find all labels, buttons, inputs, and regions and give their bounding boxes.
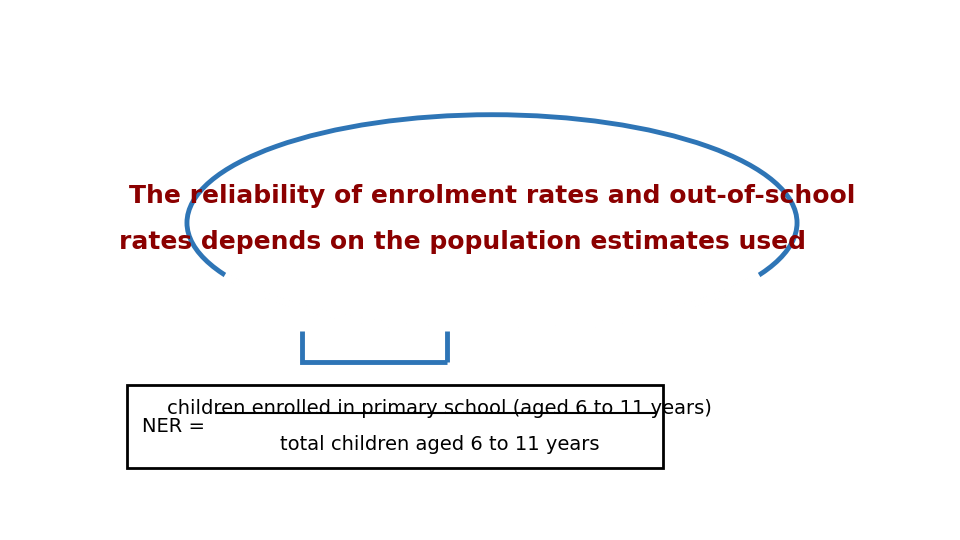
- Text: total children aged 6 to 11 years: total children aged 6 to 11 years: [280, 435, 600, 454]
- Text: The reliability of enrolment rates and out-of-school: The reliability of enrolment rates and o…: [129, 184, 855, 208]
- Text: children enrolled in primary school (aged 6 to 11 years): children enrolled in primary school (age…: [167, 399, 712, 418]
- Text: rates depends on the population estimates used: rates depends on the population estimate…: [119, 230, 805, 253]
- Text: NER =: NER =: [142, 417, 224, 436]
- Polygon shape: [302, 331, 447, 360]
